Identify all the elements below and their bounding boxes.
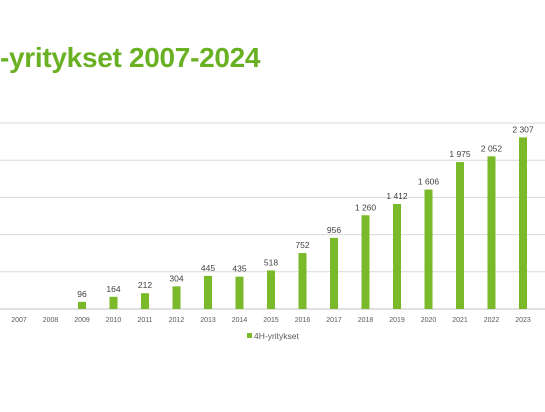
x-tick-label: 2015 [263,317,279,324]
x-tick-label: 2017 [326,317,342,324]
data-label: 518 [264,257,278,267]
x-tick-label: 2022 [484,317,500,324]
x-tick-label: 2013 [200,317,216,324]
bar [109,296,118,309]
bars [78,137,527,309]
x-tick-label: 2019 [389,317,405,324]
data-label: 2 307 [512,124,534,134]
data-label: 956 [327,225,341,235]
x-tick-label: 2023 [515,317,531,324]
data-label: 1 412 [386,191,408,201]
x-axis-ticks: 2007 2008 2009 2010 2011 2012 2013 2014 2015 2016… [11,317,531,324]
bar [235,276,244,309]
x-tick-label: 2014 [232,317,248,324]
bar [78,301,86,309]
data-label: 304 [169,273,183,283]
x-tick-label: 2011 [137,317,152,324]
legend-swatch [247,333,252,338]
bar [298,253,307,309]
data-label: 752 [295,240,309,250]
legend: 4H-yritykset [247,331,300,341]
data-label: 445 [201,263,215,273]
bar [456,162,464,309]
bar [204,275,212,309]
bar [267,270,275,309]
data-labels: 96 164 212 304 445 435 518 752 956 1 260 1 412 1 60… [77,124,534,298]
data-label: 1 260 [355,202,377,212]
x-tick-label: 2012 [169,317,185,324]
page-title: -yritykset 2007-2024 [0,42,261,73]
data-label: 2 052 [481,143,503,153]
x-tick-label: 2016 [295,317,311,324]
x-tick-label: 2008 [43,317,59,324]
bar [172,286,181,309]
x-tick-label: 2010 [106,317,122,324]
data-label: 435 [232,264,246,274]
bar [393,203,401,309]
bar [424,189,433,309]
data-label: 1 606 [418,177,440,187]
data-label: 96 [77,289,87,299]
data-label: 212 [138,280,152,290]
bar [141,293,149,309]
bar [519,137,527,309]
x-tick-label: 2018 [358,317,374,324]
data-label: 164 [106,284,120,294]
x-tick-label: 2007 [11,317,27,324]
x-tick-label: 2021 [452,317,468,324]
bar [361,215,370,309]
x-tick-label: 2009 [74,317,90,324]
x-tick-label: 2020 [421,317,437,324]
legend-label: 4H-yritykset [254,331,300,341]
bar [330,237,338,309]
data-label: 1 975 [449,149,471,159]
bar [487,156,496,309]
